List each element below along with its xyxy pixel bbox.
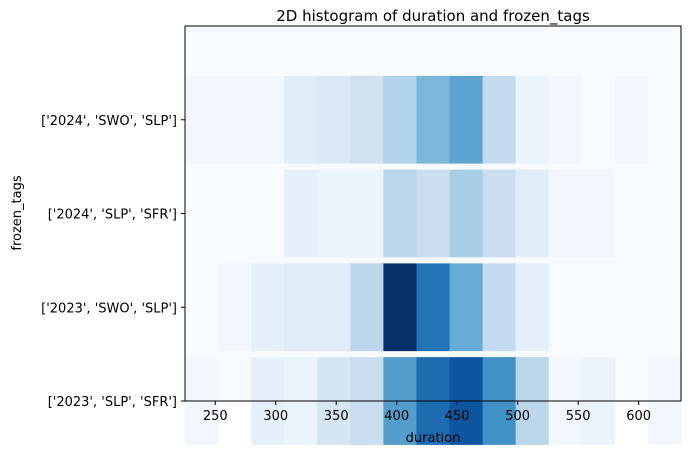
x-tick-label: 300 xyxy=(263,409,288,424)
y-axis-label: frozen_tags xyxy=(10,175,25,250)
heatmap-cell xyxy=(482,75,517,164)
heatmap-cell xyxy=(449,263,483,352)
heatmap-cell xyxy=(548,169,583,258)
heatmap-cell xyxy=(350,263,384,352)
heatmap-cell xyxy=(350,169,384,258)
heatmap-cell xyxy=(416,75,450,164)
x-tick-label: 450 xyxy=(445,409,470,424)
heatmap-cell xyxy=(515,75,550,164)
chart-title: 2D histogram of duration and frozen_tags xyxy=(276,7,590,26)
x-tick-label: 600 xyxy=(626,409,651,424)
y-axis-ticks: ['2023', 'SLP', 'SFR'] ['2023', 'SWO', 'S… xyxy=(41,114,185,410)
heatmap-cell xyxy=(284,263,318,352)
x-tick-label: 550 xyxy=(566,409,591,424)
heatmap-cell xyxy=(185,75,219,164)
heatmap-cell xyxy=(251,75,285,164)
heatmap-cell xyxy=(284,75,318,164)
heatmap-cell xyxy=(416,169,450,258)
heatmap-cell xyxy=(548,75,583,164)
heatmap-cell xyxy=(317,169,351,258)
x-tick-label: 250 xyxy=(203,409,228,424)
heatmap-cell xyxy=(218,263,252,352)
heatmap-cell xyxy=(449,75,483,164)
x-tick-label: 400 xyxy=(384,409,409,424)
heatmap-cell xyxy=(317,75,351,164)
heatmap-cell xyxy=(482,169,517,258)
heatmap-cell xyxy=(383,75,417,164)
y-tick-label: ['2023', 'SLP', 'SFR'] xyxy=(48,395,177,410)
x-tick-label: 350 xyxy=(324,409,349,424)
y-tick-label: ['2024', 'SLP', 'SFR'] xyxy=(48,208,177,223)
heatmap-cells xyxy=(185,26,682,445)
heatmap-cell xyxy=(614,75,649,164)
y-tick-label: ['2023', 'SWO', 'SLP'] xyxy=(41,301,177,316)
x-tick-label: 500 xyxy=(505,409,530,424)
heatmap-cell xyxy=(482,263,517,352)
heatmap-cell xyxy=(581,169,616,258)
heatmap-cell xyxy=(284,169,318,258)
y-tick-label: ['2024', 'SWO', 'SLP'] xyxy=(41,114,177,129)
heatmap-cell xyxy=(251,263,285,352)
heatmap-cell xyxy=(383,169,417,258)
heatmap-cell xyxy=(449,169,483,258)
x-axis-label: duration xyxy=(406,431,461,446)
heatmap-cell xyxy=(383,263,417,352)
heatmap-cell xyxy=(218,75,252,164)
heatmap-cell xyxy=(317,263,351,352)
x-axis-ticks: 250 300 350 400 450 500 550 600 xyxy=(203,401,651,424)
heatmap-cell xyxy=(515,169,550,258)
heatmap-cell xyxy=(350,75,384,164)
heatmap-cell xyxy=(416,263,450,352)
heatmap-cell xyxy=(515,263,550,352)
